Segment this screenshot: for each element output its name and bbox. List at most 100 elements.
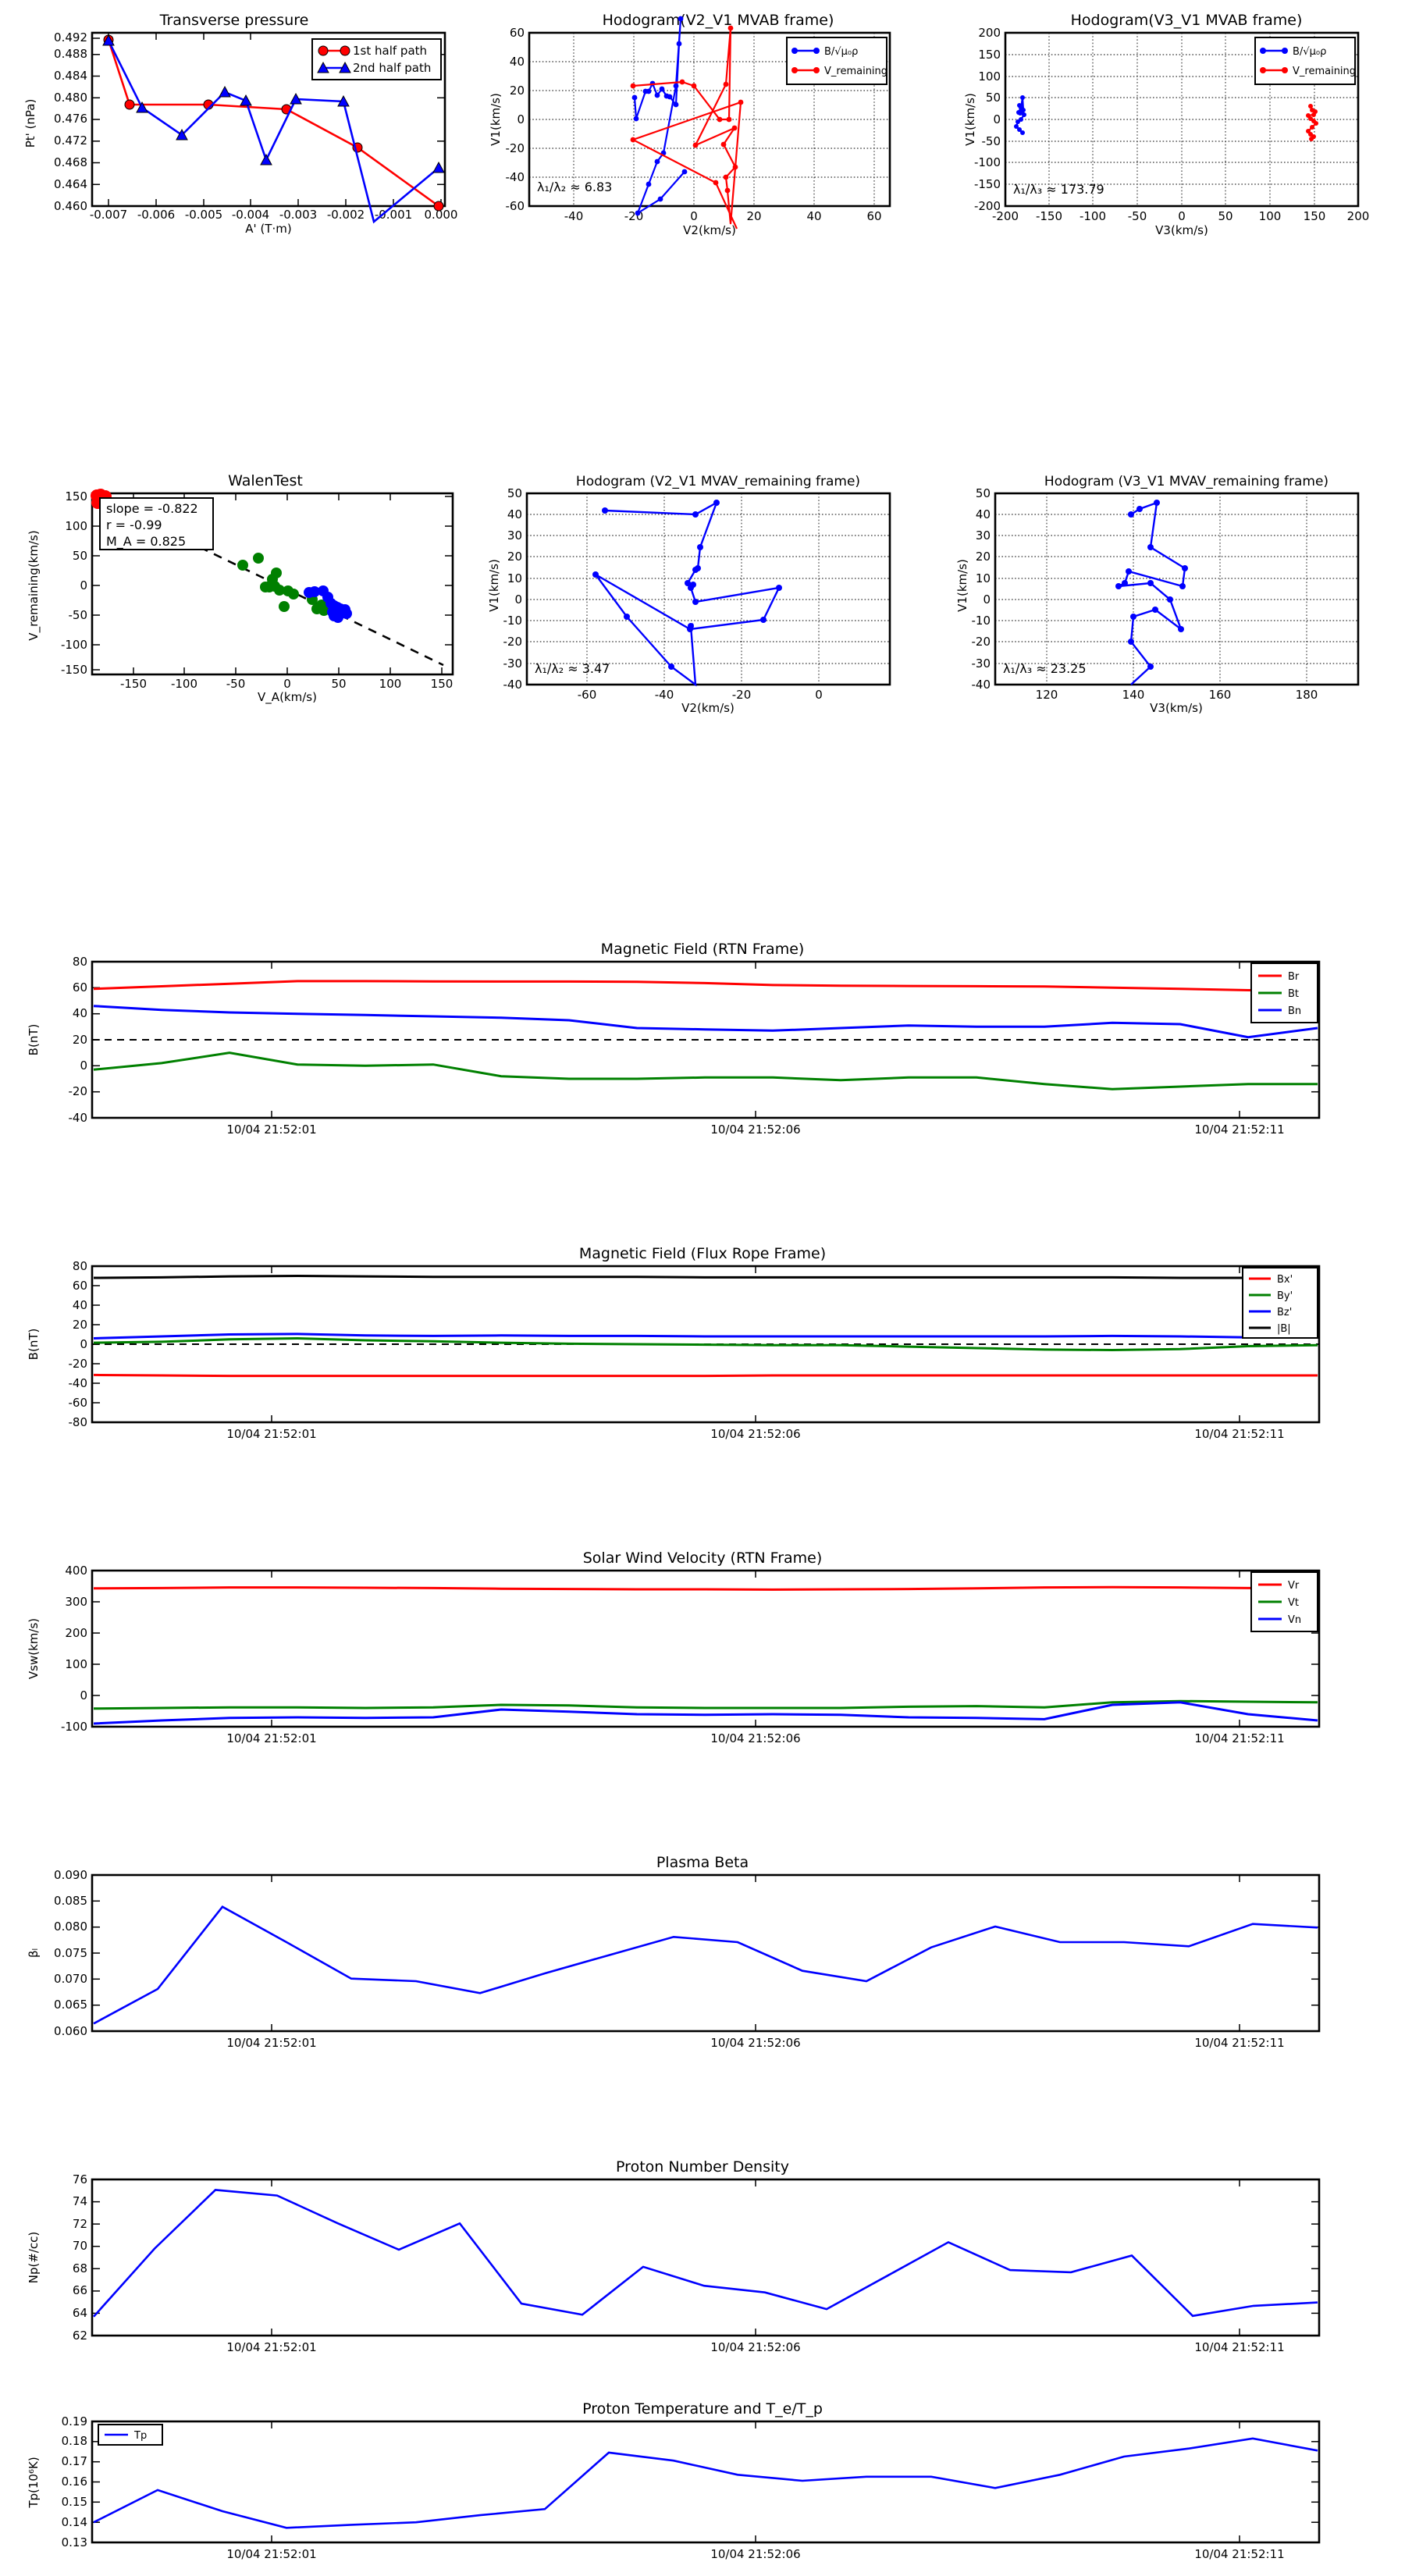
ytick: 60 xyxy=(73,1279,87,1293)
ytick: 100 xyxy=(65,1657,87,1671)
legend[interactable]: B/√μ₀ρ V_remaining xyxy=(786,37,887,85)
xtick: -50 xyxy=(226,677,246,691)
legend[interactable]: Bx' By' Bz' |B| xyxy=(1242,1267,1318,1339)
xtick: 10/04 21:52:11 xyxy=(1194,1427,1284,1441)
series-plasma-beta xyxy=(93,1905,1318,2025)
scatter-blue-points xyxy=(304,585,352,623)
xtick: -0.004 xyxy=(232,208,269,222)
legend[interactable]: Tp xyxy=(98,2424,163,2446)
ytick: 300 xyxy=(65,1595,87,1609)
legend[interactable]: 1st half path 2nd half path xyxy=(311,38,442,80)
ytick: 0.492 xyxy=(54,30,87,44)
panel-title: Magnetic Field (RTN Frame) xyxy=(601,941,805,958)
xtick: 180 xyxy=(1296,688,1318,702)
ytick: -20 xyxy=(69,1084,88,1098)
series-b-alfven xyxy=(592,500,782,687)
ytick: -150 xyxy=(974,177,1001,191)
y-axis-ticks: 400 300 200 100 0 -100 xyxy=(61,1564,1319,1734)
ytick: -40 xyxy=(972,678,991,692)
plot-area: 80 60 40 20 0 -20 -40 -60 -80 10/04 21:5… xyxy=(27,1259,1321,1441)
series-bn xyxy=(93,1005,1318,1039)
panel-title: Plasma Beta xyxy=(656,1854,749,1871)
ytick: 0 xyxy=(80,578,87,592)
xtick: 10/04 21:52:01 xyxy=(226,1427,316,1441)
legend-label-bn: Bn xyxy=(1288,1005,1301,1017)
ytick: 40 xyxy=(507,507,522,521)
gridlines xyxy=(529,33,890,206)
y-axis-ticks: 60 40 20 0 -20 -40 -60 xyxy=(506,26,525,213)
ytick: -50 xyxy=(69,608,88,622)
legend-label-vr: Vr xyxy=(1288,1580,1300,1592)
ytick: 40 xyxy=(73,1298,87,1312)
x-axis-label: V_A(km/s) xyxy=(258,690,317,705)
panel-magnetic-field-rtn: Magnetic Field (RTN Frame) 80 60 40 20 0… xyxy=(0,937,1405,1171)
xtick: -0.002 xyxy=(327,208,365,222)
plot-area: 80 60 40 20 0 -20 -40 10/04 21:52:01 10/… xyxy=(27,955,1321,1137)
xtick: -0.007 xyxy=(90,208,127,222)
xtick: 160 xyxy=(1209,688,1232,702)
y-axis-ticks: 200 150 100 50 0 -50 -100 -150 -200 xyxy=(974,26,1001,213)
xtick: 10/04 21:52:01 xyxy=(226,1731,316,1745)
y-axis-label: V1(km/s) xyxy=(955,559,969,612)
xtick: 0 xyxy=(283,677,291,691)
series-vn xyxy=(93,1701,1318,1725)
xtick: 10/04 21:52:01 xyxy=(226,2036,316,2050)
xtick: 0 xyxy=(1178,209,1186,223)
panel-title: Magnetic Field (Flux Rope Frame) xyxy=(579,1245,826,1262)
xtick: 10/04 21:52:06 xyxy=(710,1427,800,1441)
ytick: 0.460 xyxy=(54,199,87,213)
y-axis-label: βₗ xyxy=(27,1948,41,1958)
ytick: 0.090 xyxy=(54,1868,87,1882)
xtick: 10/04 21:52:11 xyxy=(1194,1123,1284,1137)
xtick: 0 xyxy=(815,688,823,702)
ytick: -40 xyxy=(503,678,523,692)
ytick: 150 xyxy=(65,489,87,503)
panel-title: Hodogram(V2_V1 MVAB frame) xyxy=(603,12,834,29)
plot-area: 0.090 0.085 0.080 0.075 0.070 0.065 0.06… xyxy=(27,1868,1321,2050)
ytick: -40 xyxy=(506,170,525,184)
ytick: 72 xyxy=(73,2217,87,2231)
legend[interactable]: B/√μ₀ρ V_remaining xyxy=(1254,37,1356,85)
ytick: -10 xyxy=(503,614,523,628)
ytick: 0.464 xyxy=(54,177,87,191)
panel-title: Proton Temperature and T_e/T_p xyxy=(582,2400,823,2418)
series-np xyxy=(93,2189,1318,2318)
ytick: -20 xyxy=(506,141,525,155)
xtick: 140 xyxy=(1122,688,1145,702)
ytick: -20 xyxy=(972,635,991,649)
ytick: 70 xyxy=(73,2239,87,2253)
ytick: 20 xyxy=(507,550,522,564)
stat-r: r = -0.99 xyxy=(106,518,162,532)
ytick: -80 xyxy=(69,1415,88,1429)
y-axis-ticks: 0.460 0.464 0.468 0.472 0.476 0.480 0.48… xyxy=(54,30,445,213)
panel-transverse-pressure: Transverse pressure 0.460 0.464 0.468 0.… xyxy=(0,8,468,236)
ytick: 0 xyxy=(983,592,991,607)
ytick: 0.484 xyxy=(54,69,87,83)
ytick: 20 xyxy=(976,550,991,564)
series-b-alfven xyxy=(1014,95,1026,135)
ytick: 100 xyxy=(65,519,87,533)
xtick: -20 xyxy=(732,688,752,702)
xtick: 0.000 xyxy=(425,208,458,222)
series-vt xyxy=(93,1699,1318,1710)
ytick: 62 xyxy=(73,2329,87,2343)
ytick: 200 xyxy=(65,1626,87,1640)
legend[interactable]: Vr Vt Vn xyxy=(1250,1571,1318,1632)
ytick: 0.060 xyxy=(54,2024,87,2038)
series-br xyxy=(93,980,1318,992)
eigenvalue-ratio-annotation: λ₁/λ₂ ≈ 6.83 xyxy=(537,180,612,194)
plot-area: 76 74 72 70 68 66 64 62 10/04 21:52:01 1… xyxy=(27,2172,1321,2354)
legend[interactable]: Br Bt Bn xyxy=(1250,962,1318,1023)
y-axis-ticks: 0.19 0.18 0.17 0.16 0.15 0.14 0.13 xyxy=(62,2414,1319,2549)
ytick: 100 xyxy=(978,69,1001,84)
ytick: 66 xyxy=(73,2283,87,2297)
x-axis-label: V3(km/s) xyxy=(1150,701,1203,715)
ytick: 0.070 xyxy=(54,1972,87,1986)
ytick: 40 xyxy=(976,507,991,521)
ytick: 60 xyxy=(73,980,87,994)
xtick: -150 xyxy=(120,677,147,691)
legend-label-bz: Bz' xyxy=(1277,1307,1292,1318)
xtick: -200 xyxy=(992,209,1019,223)
series-b-alfven xyxy=(631,16,688,216)
